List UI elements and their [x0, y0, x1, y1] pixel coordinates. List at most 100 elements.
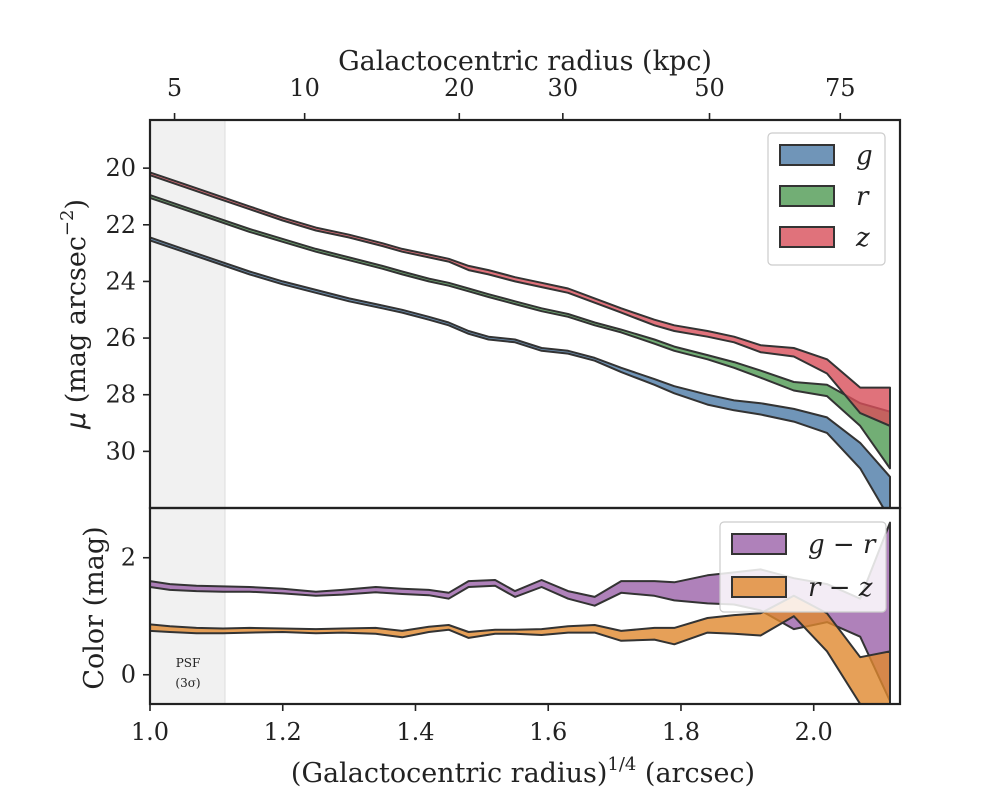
psf-region-bottom [149, 507, 226, 705]
color-point-rz-20 [674, 636, 675, 637]
mu-point-r-10 [448, 284, 449, 285]
color-point-rz-11 [448, 627, 449, 628]
color-point-gr-1 [169, 586, 170, 587]
mu-point-r-26 [889, 439, 890, 440]
mu-point-r-7 [382, 267, 383, 268]
mu-point-z-18 [654, 322, 655, 323]
kpc-tick-label-10: 10 [289, 74, 320, 102]
color-point-rz-21 [707, 625, 708, 626]
color-point-rz-1 [169, 629, 170, 630]
color-legend: g − r r − z [719, 521, 887, 613]
color-point-rz-17 [594, 628, 595, 629]
mu-point-z-9 [428, 255, 429, 256]
mu-point-r-2 [216, 219, 217, 220]
mu-point-g-17 [621, 369, 622, 370]
mu-point-z-25 [860, 400, 861, 401]
mu-point-g-6 [349, 299, 350, 300]
mu-point-r-13 [514, 302, 515, 303]
mu-point-g-10 [448, 323, 449, 324]
mu-point-z-24 [826, 366, 827, 367]
xtick-label-2.0: 2.0 [795, 718, 833, 746]
mu-legend-swatch-1 [779, 185, 835, 207]
mu-point-z-5 [315, 228, 316, 229]
color-point-rz-10 [428, 629, 429, 630]
color-point-rz-12 [468, 634, 469, 635]
mu-point-r-22 [760, 374, 761, 375]
mu-legend: grz [767, 132, 886, 266]
color-point-rz-14 [514, 631, 515, 632]
mu-legend-swatch-2 [779, 226, 835, 248]
color-point-rz-9 [402, 633, 403, 634]
psf-label: PSF [176, 656, 201, 670]
color-point-rz-2 [196, 630, 197, 631]
color-point-rz-5 [282, 630, 283, 631]
mu-point-g-23 [793, 415, 794, 416]
mu-point-z-10 [448, 260, 449, 261]
mu-point-z-17 [621, 310, 622, 311]
x-axis-title-main: (Galactocentric radius) [291, 758, 607, 789]
color-point-gr-21 [707, 589, 708, 590]
mu-legend-label-0: g [856, 141, 873, 171]
xtick-label-1.2: 1.2 [264, 718, 302, 746]
color-point-rz-4 [249, 630, 250, 631]
mu-ytick-label-24: 24 [105, 267, 136, 295]
mu-point-g-2 [216, 261, 217, 262]
color-point-rz-25 [826, 632, 827, 633]
psf-sigma-label: (3σ) [175, 676, 200, 690]
color-point-gr-13 [495, 582, 496, 583]
mu-point-z-6 [349, 236, 350, 237]
mu-point-g-9 [428, 318, 429, 319]
color-series-rz-area [150, 594, 891, 704]
mu-point-z-1 [183, 185, 184, 186]
color-point-rz-18 [621, 635, 622, 636]
mu-ytick-label-30: 30 [105, 437, 136, 465]
mu-legend-label-1: r [856, 182, 870, 212]
kpc-tick-label-50: 50 [694, 74, 725, 102]
mu-y-axis-title: μ (mag arcsec−2) [57, 199, 92, 430]
mu-series-r-area [150, 194, 891, 470]
mu-point-z-15 [568, 290, 569, 291]
color-point-rz-15 [541, 631, 542, 632]
mu-point-z-21 [733, 339, 734, 340]
mu-point-r-24 [826, 390, 827, 391]
color-point-rz-8 [375, 630, 376, 631]
xtick-label-1.6: 1.6 [529, 718, 567, 746]
mu-point-z-4 [282, 219, 283, 220]
mu-legend-label-2: z [855, 223, 870, 253]
mu-point-g-19 [674, 389, 675, 390]
color-point-gr-20 [674, 591, 675, 592]
color-point-gr-12 [468, 583, 469, 584]
kpc-tick-label-75: 75 [825, 74, 856, 102]
color-point-gr-5 [282, 590, 283, 591]
mu-point-g-21 [733, 405, 734, 406]
color-legend-label-0: g − r [808, 530, 877, 560]
mu-y-axis-symbol: μ [61, 412, 92, 430]
color-point-gr-14 [514, 593, 515, 594]
color-point-gr-17 [594, 601, 595, 602]
mu-point-r-14 [541, 309, 542, 310]
mu-point-g-20 [707, 399, 708, 400]
mu-point-z-13 [514, 279, 515, 280]
color-ytick-label-0: 0 [121, 661, 136, 689]
mu-point-g-12 [488, 337, 489, 338]
color-point-rz-7 [342, 630, 343, 631]
mu-point-r-11 [468, 289, 469, 290]
mu-point-z-23 [793, 352, 794, 353]
mu-point-g-5 [315, 291, 316, 292]
color-band-1 [150, 594, 891, 704]
mu-point-g-18 [654, 381, 655, 382]
kpc-tick-label-30: 30 [548, 74, 579, 102]
color-point-rz-26 [860, 680, 861, 681]
mu-point-r-16 [594, 323, 595, 324]
mu-point-z-19 [674, 328, 675, 329]
mu-band-1 [150, 194, 891, 470]
mu-point-z-11 [468, 267, 469, 268]
color-legend-swatch-1 [731, 576, 787, 598]
color-point-gr-11 [448, 595, 449, 596]
mu-point-z-2 [216, 196, 217, 197]
color-point-rz-3 [222, 630, 223, 631]
mu-point-r-4 [282, 240, 283, 241]
color-point-gr-18 [621, 586, 622, 587]
mu-point-r-17 [621, 330, 622, 331]
